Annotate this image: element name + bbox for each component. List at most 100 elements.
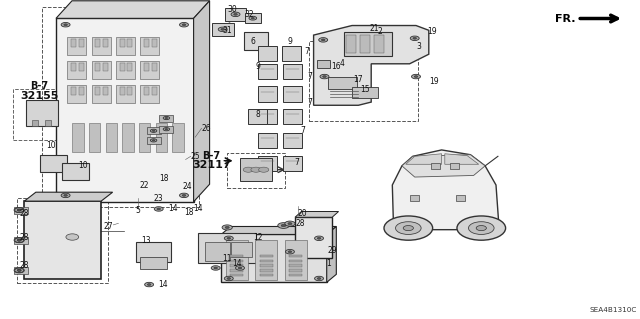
Circle shape — [152, 130, 155, 131]
Text: 28: 28 — [19, 233, 29, 242]
Polygon shape — [402, 155, 485, 177]
Bar — [26, 100, 58, 126]
Bar — [260, 260, 273, 262]
Bar — [140, 85, 159, 103]
Circle shape — [323, 76, 326, 78]
Circle shape — [66, 234, 79, 240]
Text: 32155: 32155 — [20, 91, 59, 101]
Circle shape — [227, 237, 230, 239]
Text: 7: 7 — [294, 158, 300, 167]
Text: 9: 9 — [288, 37, 293, 46]
Text: 3: 3 — [416, 42, 421, 51]
Circle shape — [165, 129, 168, 130]
Text: 9: 9 — [256, 63, 261, 71]
Text: 13: 13 — [141, 236, 151, 245]
Text: 5: 5 — [135, 206, 140, 215]
Bar — [140, 37, 159, 55]
Text: 17: 17 — [353, 75, 364, 84]
Bar — [352, 87, 378, 98]
Bar — [103, 63, 108, 71]
Bar — [152, 39, 157, 47]
Circle shape — [413, 37, 417, 39]
Bar — [116, 37, 135, 55]
Circle shape — [218, 27, 227, 32]
Circle shape — [227, 278, 230, 279]
Circle shape — [157, 208, 161, 210]
Bar — [127, 39, 132, 47]
Bar — [230, 269, 243, 271]
Text: 18: 18 — [159, 174, 168, 183]
Bar — [136, 242, 172, 262]
Circle shape — [259, 167, 269, 172]
Text: 14: 14 — [168, 204, 178, 213]
Bar — [255, 240, 277, 280]
Circle shape — [476, 226, 486, 231]
Bar — [62, 163, 89, 180]
Bar — [283, 109, 302, 124]
Circle shape — [288, 223, 292, 225]
Circle shape — [222, 225, 232, 230]
Circle shape — [285, 249, 294, 254]
Bar — [56, 18, 193, 202]
Bar — [226, 240, 248, 280]
Circle shape — [182, 24, 186, 26]
Polygon shape — [406, 154, 442, 164]
Text: 31: 31 — [222, 26, 232, 35]
Bar — [45, 120, 51, 126]
Text: 21: 21 — [370, 24, 379, 33]
Circle shape — [224, 236, 233, 241]
Bar — [120, 39, 125, 47]
Circle shape — [17, 239, 21, 241]
Bar — [230, 274, 243, 276]
Text: FR.: FR. — [556, 13, 576, 24]
Circle shape — [14, 208, 24, 213]
Circle shape — [403, 226, 413, 231]
Bar — [95, 39, 100, 47]
Text: 19: 19 — [427, 27, 436, 36]
Text: 10: 10 — [46, 141, 56, 150]
Bar — [285, 240, 307, 280]
Bar — [144, 63, 149, 71]
Bar — [260, 274, 273, 276]
Bar — [230, 255, 243, 257]
Text: 27: 27 — [104, 222, 113, 231]
Bar — [283, 64, 302, 79]
Bar — [309, 41, 418, 121]
Bar — [231, 242, 252, 257]
Text: 7: 7 — [307, 98, 312, 107]
Bar — [147, 127, 161, 134]
Text: 23: 23 — [154, 194, 164, 203]
Text: B-7: B-7 — [202, 151, 220, 161]
Circle shape — [64, 24, 67, 26]
Circle shape — [468, 222, 494, 234]
Bar — [258, 109, 277, 124]
Circle shape — [317, 237, 321, 239]
Polygon shape — [56, 1, 210, 18]
Bar — [140, 257, 167, 269]
Bar — [198, 233, 256, 263]
Text: 30: 30 — [227, 5, 237, 14]
Text: 14: 14 — [193, 204, 204, 213]
Bar — [258, 46, 277, 61]
Bar — [152, 87, 157, 95]
Bar — [71, 63, 76, 71]
Circle shape — [145, 282, 154, 287]
Text: 1: 1 — [326, 259, 331, 268]
Bar — [14, 207, 28, 214]
Circle shape — [163, 116, 170, 120]
Bar — [159, 126, 173, 133]
Bar — [360, 35, 370, 53]
Bar — [72, 123, 84, 152]
Text: 28: 28 — [19, 209, 29, 218]
Bar — [116, 61, 135, 79]
Bar — [120, 87, 125, 95]
Bar — [258, 133, 277, 148]
Bar — [295, 217, 332, 258]
Bar — [245, 13, 261, 23]
Circle shape — [396, 222, 421, 234]
Bar — [139, 123, 150, 152]
Circle shape — [61, 193, 70, 197]
Bar — [156, 123, 167, 152]
Circle shape — [252, 18, 254, 19]
Bar — [289, 264, 302, 267]
